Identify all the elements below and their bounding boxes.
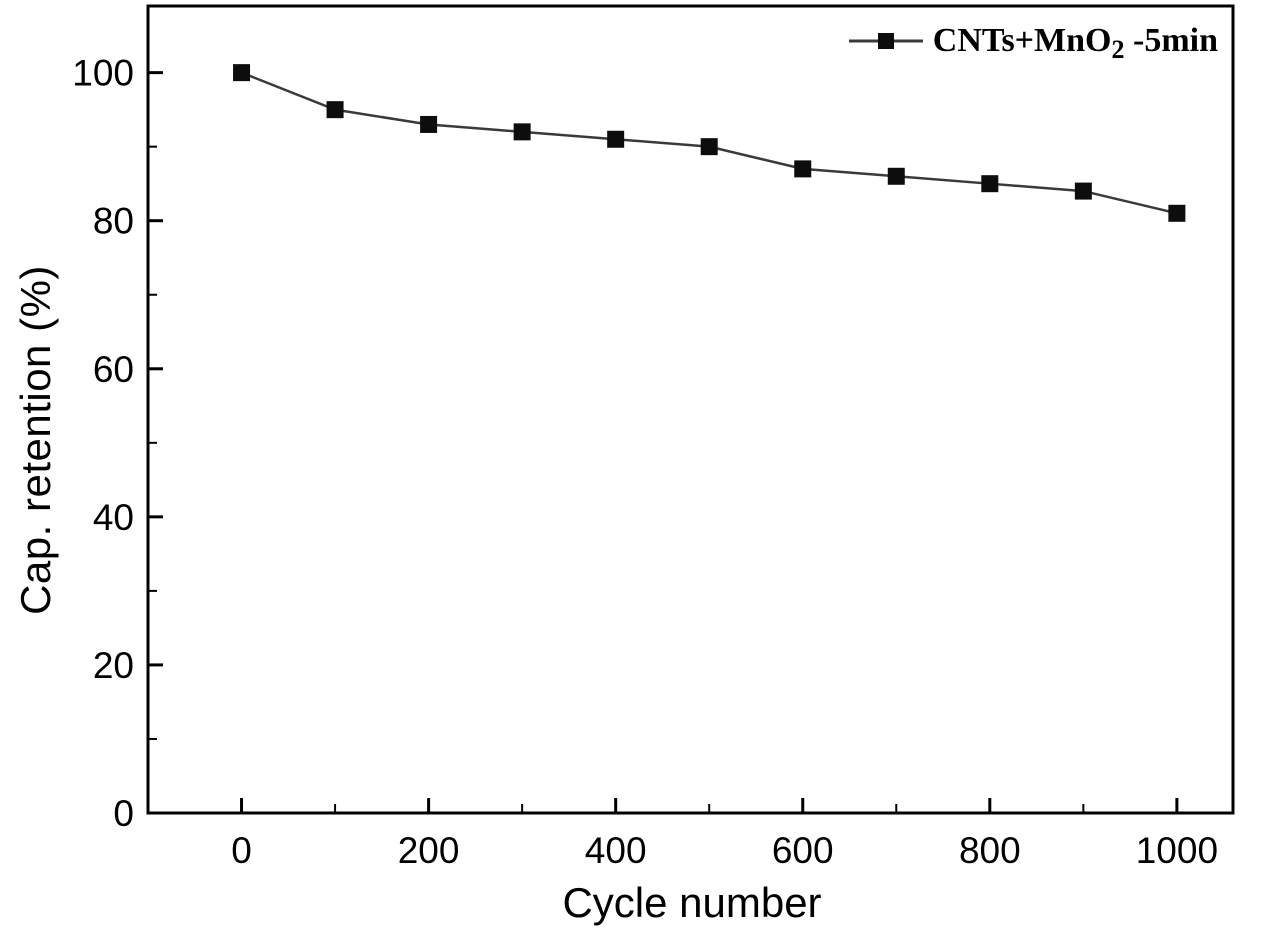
legend-label-subscript: 2	[1111, 35, 1125, 64]
y-tick-label: 80	[93, 201, 134, 242]
y-axis-title: Cap. retention (%)	[12, 265, 59, 615]
y-tick-label: 0	[113, 793, 134, 834]
y-tick-label: 20	[93, 645, 134, 686]
legend-label: CNTs+MnO2 -5min	[932, 22, 1218, 64]
legend-line-marker-icon	[848, 33, 923, 49]
legend: CNTs+MnO2 -5min	[848, 22, 1218, 64]
x-tick-label: 600	[772, 830, 834, 871]
plot-frame	[146, 4, 1235, 815]
legend-label-prefix: CNTs+MnO	[932, 22, 1112, 59]
x-tick-label: 800	[959, 830, 1021, 871]
x-tick-label: 0	[231, 830, 252, 871]
data-point	[420, 115, 438, 133]
x-tick-label: 200	[398, 830, 460, 871]
y-tick-label: 40	[93, 497, 134, 538]
data-point	[1074, 182, 1092, 200]
data-point	[794, 160, 812, 178]
data-point	[607, 130, 625, 148]
y-tick-label: 60	[93, 349, 134, 390]
legend-label-suffix: -5min	[1124, 22, 1218, 59]
data-point	[700, 138, 718, 156]
data-point	[1168, 204, 1186, 222]
y-tick-label: 100	[72, 53, 134, 94]
data-point	[981, 175, 999, 193]
data-point	[887, 167, 905, 185]
data-point	[326, 101, 344, 119]
data-point	[233, 64, 251, 82]
x-axis-title: Cycle number	[562, 879, 822, 926]
x-tick-label: 1000	[1136, 830, 1218, 871]
data-point	[513, 123, 531, 141]
x-tick-label: 400	[585, 830, 647, 871]
